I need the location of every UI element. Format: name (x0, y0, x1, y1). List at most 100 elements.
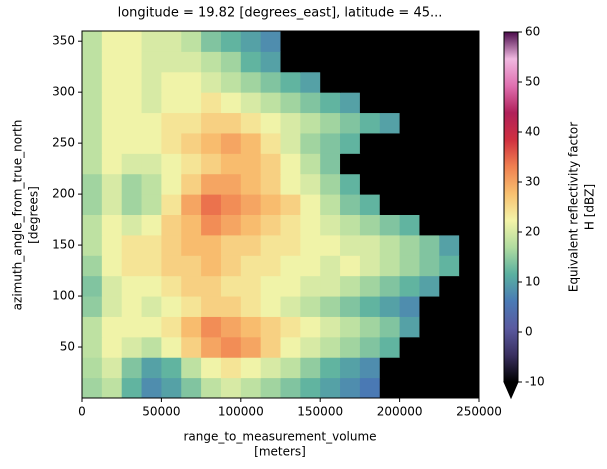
heatmap-cell (220, 316, 242, 338)
y-tick-label: 50 (60, 340, 75, 354)
heatmap-cell (240, 194, 262, 215)
heatmap-cell (280, 112, 301, 134)
heatmap-cell (82, 336, 103, 358)
heatmap-cell (399, 336, 420, 358)
heatmap-cell (419, 153, 440, 175)
heatmap-cell (82, 255, 103, 277)
heatmap-cell (399, 214, 420, 236)
heatmap-cell (439, 173, 460, 195)
heatmap-cell (320, 112, 341, 134)
heatmap-cell (399, 377, 420, 399)
heatmap-cell (101, 51, 123, 73)
heatmap-cell (459, 173, 480, 195)
heatmap-cell (181, 214, 202, 236)
heatmap-cell (121, 112, 143, 134)
heatmap-cell (419, 275, 440, 297)
heatmap-cell (439, 255, 460, 277)
heatmap-cell (439, 51, 460, 73)
heatmap-cell (82, 214, 103, 236)
heatmap-cell (439, 153, 460, 175)
heatmap-cell (181, 194, 202, 215)
heatmap-cell (220, 51, 242, 73)
y-tick-label: 350 (52, 34, 75, 48)
heatmap-cell (379, 51, 401, 73)
heatmap-cell (300, 296, 321, 317)
heatmap-cell (359, 92, 381, 114)
heatmap-cell (201, 275, 222, 297)
heatmap-cell (399, 92, 420, 114)
colorbar-frame (503, 31, 519, 382)
heatmap-cell (439, 214, 460, 236)
heatmap-cell (320, 234, 341, 256)
x-tick-label: 50000 (142, 405, 180, 419)
heatmap-cell (240, 173, 262, 195)
heatmap-cell (101, 132, 123, 154)
heatmap-cell (320, 255, 341, 277)
heatmap-cell (240, 51, 262, 73)
heatmap-cell (201, 132, 222, 154)
heatmap-cell (300, 316, 321, 338)
heatmap-cell (379, 336, 401, 358)
heatmap-cell (340, 357, 361, 379)
heatmap-cell (121, 234, 143, 256)
heatmap-cell (379, 92, 401, 114)
heatmap-cell (161, 132, 182, 154)
heatmap-cell (201, 316, 222, 338)
heatmap-cell (141, 234, 162, 256)
heatmap-cell (161, 296, 182, 317)
heatmap-cell (161, 316, 182, 338)
colorbar (504, 32, 518, 382)
heatmap-cell (161, 357, 182, 379)
heatmap-cell (379, 377, 401, 399)
colorbar-tick-label: 10 (525, 275, 540, 289)
heatmap-cell (419, 377, 440, 399)
heatmap-cell (359, 194, 381, 215)
heatmap-cell (141, 255, 162, 277)
heatmap-cell (121, 275, 143, 297)
heatmap-cell (181, 275, 202, 297)
heatmap-cell (439, 275, 460, 297)
heatmap-cell (260, 31, 281, 52)
heatmap-cell (201, 31, 222, 52)
heatmap-cell (340, 194, 361, 215)
heatmap-cell (399, 51, 420, 73)
heatmap-cell (82, 51, 103, 73)
chart-title: longitude = 19.82 [degrees_east], latitu… (118, 6, 443, 21)
heatmap-cell (181, 132, 202, 154)
heatmap-cell (320, 377, 341, 399)
heatmap-cell (419, 31, 440, 52)
heatmap-cell (280, 234, 301, 256)
heatmap-cell (320, 71, 341, 93)
heatmap-cell (379, 357, 401, 379)
heatmap-cell (359, 357, 381, 379)
heatmap-cell (260, 92, 281, 114)
heatmap-cell (340, 71, 361, 93)
heatmap-cell (439, 296, 460, 317)
heatmap-cell (300, 173, 321, 195)
heatmap-cell (459, 112, 480, 134)
heatmap-cell (340, 31, 361, 52)
y-axis-label: [degrees] (27, 186, 41, 244)
heatmap-cell (439, 112, 460, 134)
heatmap-cell (161, 92, 182, 114)
heatmap-cell (459, 31, 480, 52)
heatmap-cell (141, 377, 162, 399)
heatmap-cell (340, 275, 361, 297)
heatmap-cell (459, 275, 480, 297)
heatmap-cell (260, 336, 281, 358)
heatmap-cell (320, 357, 341, 379)
heatmap-cell (82, 234, 103, 256)
heatmap-cell (439, 71, 460, 93)
heatmap-cell (82, 132, 103, 154)
x-axis-label: range_to_measurement_volume (183, 430, 376, 444)
y-tick-label: 150 (52, 238, 75, 252)
heatmap-cell (141, 153, 162, 175)
heatmap-cell (82, 275, 103, 297)
heatmap-cell (399, 255, 420, 277)
y-axis-label: azimuth_angle_from_true_north (11, 120, 25, 311)
heatmap-cell (459, 71, 480, 93)
heatmap-cell (280, 296, 301, 317)
colorbar-label: Equivalent reflectivity factor (567, 122, 581, 292)
heatmap-cell (161, 173, 182, 195)
heatmap-cell (280, 153, 301, 175)
